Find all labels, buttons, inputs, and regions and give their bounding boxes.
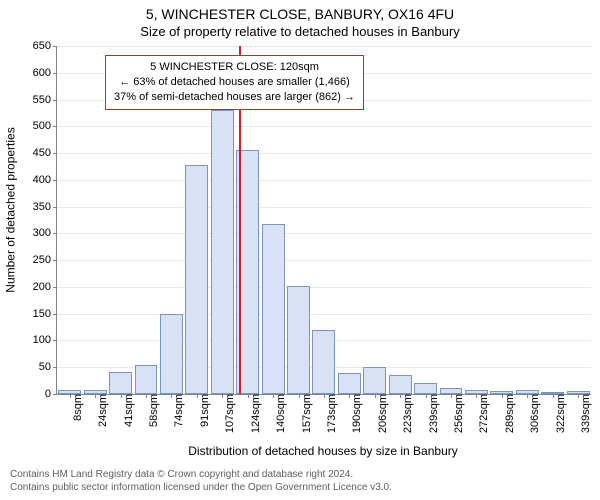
histogram-bar xyxy=(287,286,310,394)
bar-slot: 223sqm xyxy=(387,46,412,394)
chart-subtitle: Size of property relative to detached ho… xyxy=(0,24,600,39)
bar-slot: 239sqm xyxy=(413,46,438,394)
bar-slot: 272sqm xyxy=(464,46,489,394)
y-tick-label: 200 xyxy=(16,281,57,293)
y-tick-label: 100 xyxy=(16,334,57,346)
x-tick-label: 339sqm xyxy=(574,394,592,433)
histogram-bar xyxy=(185,165,208,394)
x-tick-label: 124sqm xyxy=(244,394,262,433)
bar-slot: 24sqm xyxy=(82,46,107,394)
x-tick-label: 206sqm xyxy=(371,394,389,433)
y-tick-label: 650 xyxy=(16,40,57,52)
y-tick-label: 600 xyxy=(16,67,57,79)
bar-slot: 206sqm xyxy=(362,46,387,394)
y-tick-label: 400 xyxy=(16,174,57,186)
y-tick-label: 150 xyxy=(16,308,57,320)
y-tick-label: 350 xyxy=(16,201,57,213)
y-tick-label: 500 xyxy=(16,120,57,132)
bar-slot: 289sqm xyxy=(489,46,514,394)
x-tick-label: 41sqm xyxy=(117,394,135,427)
x-tick-label: 91sqm xyxy=(193,394,211,427)
histogram-bar xyxy=(109,372,132,394)
bar-slot: 339sqm xyxy=(565,46,590,394)
bar-slot: 306sqm xyxy=(515,46,540,394)
histogram-bar xyxy=(363,367,386,394)
x-tick-label: 24sqm xyxy=(91,394,109,427)
histogram-bar xyxy=(160,314,183,394)
histogram-bar xyxy=(211,110,234,394)
histogram-bar xyxy=(135,365,158,394)
y-tick-label: 250 xyxy=(16,254,57,266)
annotation-line-2: ← 63% of detached houses are smaller (1,… xyxy=(114,75,355,90)
x-tick-label: 173sqm xyxy=(320,394,338,433)
bar-slot: 8sqm xyxy=(57,46,82,394)
attribution-line-1: Contains HM Land Registry data © Crown c… xyxy=(10,469,590,482)
annotation-callout: 5 WINCHESTER CLOSE: 120sqm ← 63% of deta… xyxy=(105,55,364,110)
y-tick-label: 450 xyxy=(16,147,57,159)
attribution-block: Contains HM Land Registry data © Crown c… xyxy=(10,469,590,494)
histogram-bar xyxy=(338,373,361,394)
attribution-line-2: Contains public sector information licen… xyxy=(10,482,590,495)
histogram-bar xyxy=(414,383,437,394)
x-tick-label: 107sqm xyxy=(218,394,236,433)
x-tick-label: 140sqm xyxy=(269,394,287,433)
x-tick-label: 322sqm xyxy=(549,394,567,433)
x-tick-label: 289sqm xyxy=(498,394,516,433)
y-tick-label: 0 xyxy=(16,388,57,400)
x-tick-label: 190sqm xyxy=(345,394,363,433)
bar-slot: 322sqm xyxy=(540,46,565,394)
x-tick-label: 157sqm xyxy=(295,394,313,433)
plot-area: 0501001502002503003504004505005506006508… xyxy=(56,46,591,395)
annotation-line-1: 5 WINCHESTER CLOSE: 120sqm xyxy=(114,60,355,75)
x-tick-label: 8sqm xyxy=(66,394,84,421)
chart-title-address: 5, WINCHESTER CLOSE, BANBURY, OX16 4FU xyxy=(0,6,600,22)
histogram-bar xyxy=(312,330,335,394)
x-tick-label: 306sqm xyxy=(523,394,541,433)
x-tick-label: 58sqm xyxy=(142,394,160,427)
y-tick-label: 550 xyxy=(16,94,57,106)
bar-slot: 256sqm xyxy=(438,46,463,394)
x-tick-label: 256sqm xyxy=(447,394,465,433)
histogram-bar xyxy=(262,224,285,394)
y-tick-label: 300 xyxy=(16,227,57,239)
histogram-bar xyxy=(389,375,412,394)
annotation-line-3: 37% of semi-detached houses are larger (… xyxy=(114,90,355,105)
x-tick-label: 223sqm xyxy=(396,394,414,433)
x-tick-label: 239sqm xyxy=(422,394,440,433)
x-axis-label: Distribution of detached houses by size … xyxy=(56,444,590,458)
y-tick-label: 50 xyxy=(16,361,57,373)
x-tick-label: 74sqm xyxy=(167,394,185,427)
x-tick-label: 272sqm xyxy=(472,394,490,433)
property-size-histogram: 5, WINCHESTER CLOSE, BANBURY, OX16 4FU S… xyxy=(0,0,600,500)
